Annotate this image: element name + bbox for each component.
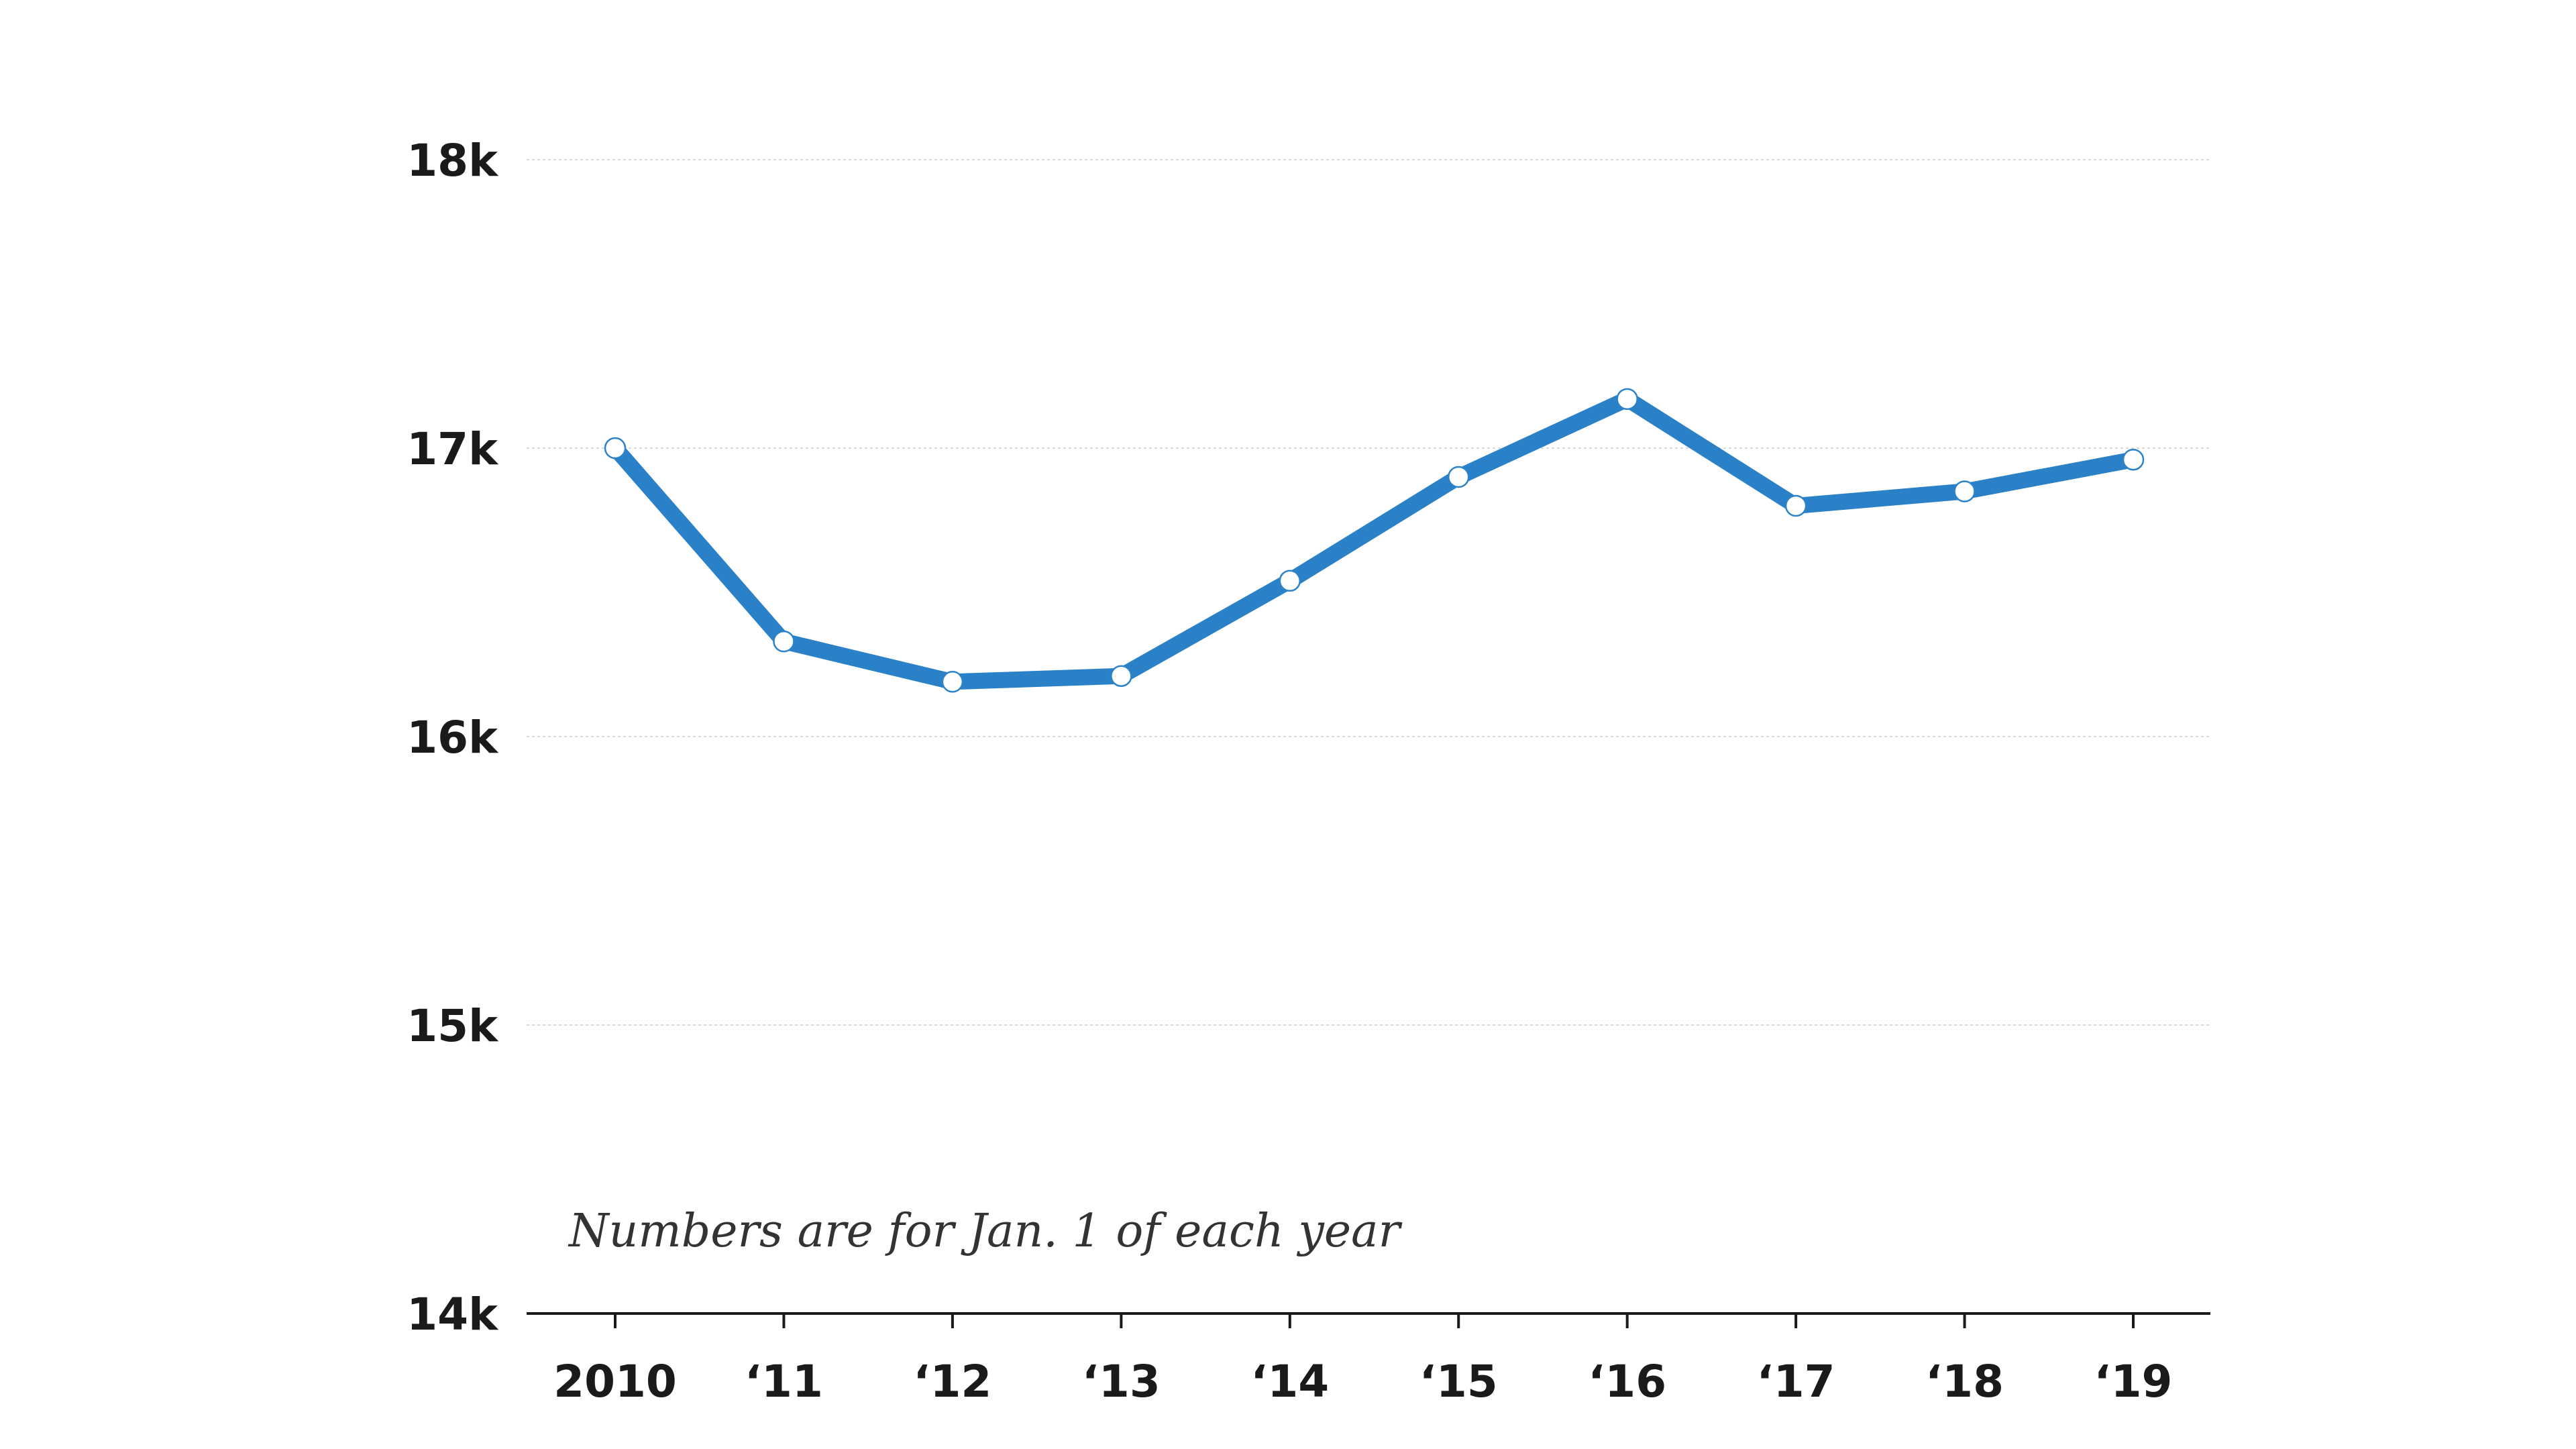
x-tick-label: ‘17 <box>1757 1356 1835 1407</box>
data-point <box>1279 570 1301 592</box>
data-points <box>604 388 2145 693</box>
y-tick-label: 16k <box>407 712 499 763</box>
x-tick-label: ‘11 <box>745 1356 823 1407</box>
y-axis-tick-labels: 18k 17k 16k 15k 14k <box>407 135 499 1340</box>
data-point <box>1110 665 1132 687</box>
data-point <box>1784 494 1807 517</box>
x-tick-label: ‘16 <box>1588 1356 1666 1407</box>
chart-note: Numbers are for Jan. 1 of each year <box>568 1205 1403 1258</box>
x-tick-label: 2010 <box>553 1356 677 1407</box>
x-tick-label: ‘18 <box>1925 1356 2004 1407</box>
data-point <box>604 437 627 460</box>
x-axis-ticks: 2010 ‘11 ‘12 ‘13 ‘14 ‘15 ‘16 ‘17 ‘18 ‘19 <box>553 1313 2172 1407</box>
series-line-0 <box>607 390 2141 690</box>
x-tick-label: ‘15 <box>1419 1356 1498 1407</box>
data-point <box>941 671 964 693</box>
x-tick-label: ‘19 <box>2094 1356 2173 1407</box>
data-point <box>773 630 795 653</box>
series-layer <box>607 390 2141 690</box>
gridlines <box>527 159 2210 1026</box>
data-point <box>1616 388 1638 411</box>
data-point <box>1953 480 1976 502</box>
x-tick-label: ‘12 <box>913 1356 991 1407</box>
y-tick-label: 15k <box>407 1000 499 1052</box>
data-point <box>1447 466 1470 488</box>
y-tick-label: 18k <box>407 135 499 186</box>
x-tick-label: ‘13 <box>1082 1356 1161 1407</box>
y-tick-label: 14k <box>407 1289 499 1340</box>
data-point <box>2122 448 2145 471</box>
x-tick-label: ‘14 <box>1250 1356 1329 1407</box>
y-tick-label: 17k <box>407 423 499 475</box>
